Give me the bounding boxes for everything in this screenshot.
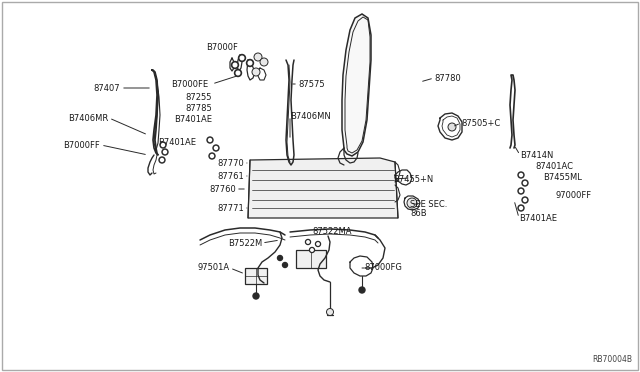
PathPatch shape [248,158,398,218]
Text: 87575: 87575 [298,80,324,89]
Text: 87407: 87407 [93,83,120,93]
Text: B7401AE: B7401AE [519,214,557,222]
Text: B7414N: B7414N [520,151,554,160]
Bar [296,250,326,268]
Circle shape [253,293,259,299]
Circle shape [162,149,168,155]
Text: B7000F: B7000F [206,43,238,52]
Circle shape [209,153,215,159]
Circle shape [317,243,319,245]
Text: 87522MA: 87522MA [312,227,352,236]
Text: B7401AE: B7401AE [174,115,212,124]
Circle shape [246,60,253,67]
Text: 87785: 87785 [185,103,212,112]
PathPatch shape [342,14,371,156]
Text: B7000FF: B7000FF [63,141,100,150]
Circle shape [518,205,524,211]
Text: 87761: 87761 [217,171,244,180]
Circle shape [518,188,524,194]
Text: B7406MR: B7406MR [68,113,108,122]
Circle shape [159,157,165,163]
Text: B7522M: B7522M [228,238,262,247]
Circle shape [278,256,282,260]
Circle shape [407,198,417,208]
Circle shape [239,55,246,61]
Text: 97000FF: 97000FF [555,190,591,199]
Circle shape [524,199,527,202]
Text: 86B: 86B [410,208,427,218]
Text: B7406MN: B7406MN [290,112,331,121]
Circle shape [522,197,528,203]
Circle shape [211,154,214,157]
Circle shape [161,158,163,161]
Circle shape [518,172,524,178]
Circle shape [160,142,166,148]
Circle shape [260,58,268,66]
Circle shape [359,287,365,293]
Circle shape [207,137,213,143]
Text: 87255: 87255 [186,93,212,102]
Circle shape [233,63,237,67]
Circle shape [236,71,240,75]
Circle shape [316,241,321,247]
Circle shape [307,241,309,243]
Text: 87401AC: 87401AC [535,161,573,170]
Circle shape [305,240,310,244]
Circle shape [310,247,314,253]
Text: SEE SEC.: SEE SEC. [410,199,447,208]
Text: B7455+N: B7455+N [393,174,433,183]
Circle shape [520,189,522,192]
Text: 87505+C: 87505+C [461,119,500,128]
Circle shape [311,249,313,251]
Circle shape [161,144,164,147]
Circle shape [522,180,528,186]
Circle shape [448,123,456,131]
Text: RB70004B: RB70004B [592,355,632,364]
Text: 97501A: 97501A [198,263,230,273]
Circle shape [254,53,262,61]
Circle shape [524,182,527,185]
Circle shape [520,173,522,176]
Circle shape [520,206,522,209]
Text: B7455ML: B7455ML [543,173,582,182]
Circle shape [282,263,287,267]
Circle shape [240,56,244,60]
Bar [245,268,267,284]
Text: B7000FE: B7000FE [171,80,208,89]
Circle shape [326,308,333,315]
Circle shape [213,145,219,151]
Text: 87000FG: 87000FG [364,263,402,273]
Circle shape [252,68,260,76]
Circle shape [214,147,218,150]
Circle shape [234,70,241,77]
Circle shape [248,61,252,65]
Text: 87760: 87760 [209,185,236,193]
Circle shape [163,151,166,154]
Text: 87771: 87771 [217,203,244,212]
Text: 87780: 87780 [434,74,461,83]
Circle shape [232,61,239,68]
Text: 87770: 87770 [217,158,244,167]
Circle shape [209,138,211,141]
Text: B7401AE: B7401AE [158,138,196,147]
